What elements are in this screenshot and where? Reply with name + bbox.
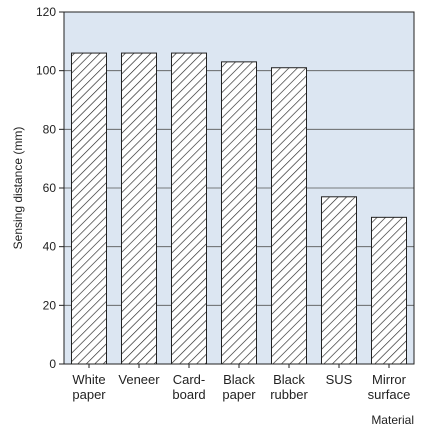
bar: [371, 216, 407, 365]
bar: [271, 67, 307, 365]
plot-frame: [63, 11, 415, 365]
y-tick-label: 100: [36, 64, 56, 78]
x-category-label: White paper: [72, 372, 106, 402]
bar: [221, 61, 257, 365]
x-axis-labels: White paper Veneer Card-board Black paper Blac…: [72, 364, 410, 402]
x-axis-title: Material: [371, 413, 414, 427]
y-axis-ticks: 0 20 40 60 80 100 120: [36, 5, 64, 371]
x-category-label: Mirror surface: [368, 372, 411, 402]
y-tick-label: 120: [36, 5, 56, 19]
bar: [71, 52, 107, 365]
y-axis-title: Sensing distance (mm): [11, 127, 25, 250]
y-tick-label: 0: [49, 357, 56, 371]
y-tick-label: 40: [43, 240, 57, 254]
y-tick-label: 60: [43, 181, 57, 195]
x-category-label: Black paper: [222, 372, 256, 402]
y-tick-label: 80: [43, 122, 57, 136]
x-category-label: Card-board: [172, 372, 205, 402]
bars: [71, 52, 407, 365]
bar: [171, 52, 207, 365]
x-category-label: SUS: [326, 372, 353, 387]
x-category-label: Black rubber: [270, 372, 308, 402]
y-tick-label: 20: [43, 298, 57, 312]
bar: [121, 52, 157, 365]
bar: [321, 196, 357, 365]
x-category-label: Veneer: [118, 372, 160, 387]
